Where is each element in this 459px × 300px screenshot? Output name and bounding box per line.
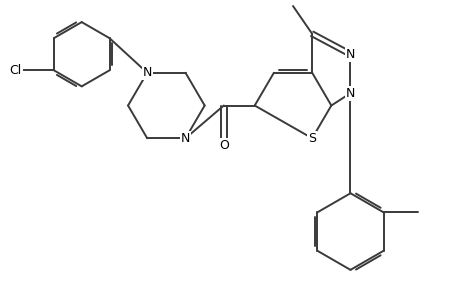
Text: O: O bbox=[218, 139, 228, 152]
Text: N: N bbox=[345, 87, 354, 100]
Text: N: N bbox=[142, 66, 151, 79]
Text: N: N bbox=[180, 132, 190, 145]
Text: Cl: Cl bbox=[10, 64, 22, 77]
Text: S: S bbox=[308, 132, 315, 145]
Text: N: N bbox=[345, 48, 354, 61]
